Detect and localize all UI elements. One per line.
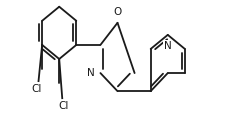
Text: O: O <box>113 7 122 17</box>
Text: Cl: Cl <box>31 84 42 94</box>
Text: N: N <box>164 41 172 51</box>
Text: N: N <box>87 68 95 78</box>
Text: Cl: Cl <box>58 101 68 111</box>
